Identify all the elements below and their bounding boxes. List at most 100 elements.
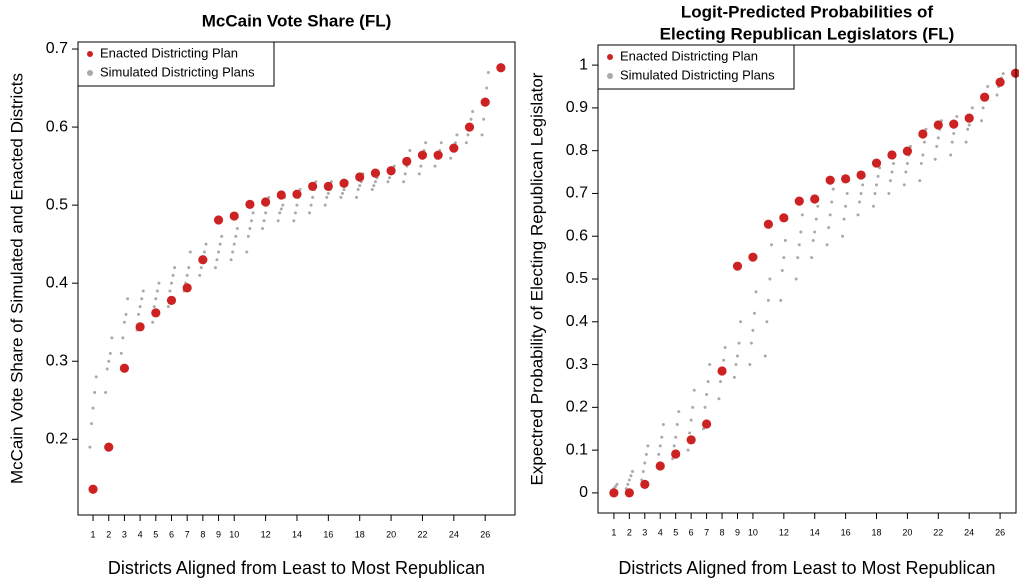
- simulated-point: [842, 217, 846, 221]
- simulated-point: [171, 273, 175, 277]
- enacted-point: [229, 211, 239, 221]
- simulated-point: [981, 106, 985, 110]
- simulated-point: [107, 359, 111, 363]
- simulated-point: [155, 289, 159, 293]
- simulated-point: [644, 452, 648, 456]
- chart-title: Electing Republican Legislators (FL): [660, 24, 955, 43]
- x-tick-label: 5: [153, 529, 158, 539]
- simulated-point: [658, 444, 662, 448]
- simulated-point: [104, 390, 108, 394]
- simulated-point: [935, 144, 939, 148]
- simulated-point: [251, 211, 255, 215]
- x-tick-label: 12: [261, 529, 271, 539]
- simulated-point: [749, 341, 753, 345]
- x-tick-label: 14: [292, 529, 302, 539]
- simulated-point: [453, 141, 457, 145]
- simulated-point: [831, 187, 835, 191]
- simulated-point: [691, 405, 695, 409]
- simulated-point: [875, 183, 879, 187]
- simulated-point: [417, 172, 421, 176]
- simulated-point: [800, 213, 804, 217]
- simulated-point: [888, 179, 892, 183]
- x-tick-label: 12: [779, 527, 789, 537]
- simulated-point: [449, 156, 453, 160]
- simulated-point: [292, 219, 296, 223]
- simulated-point: [356, 188, 360, 192]
- enacted-point: [640, 479, 650, 489]
- simulated-point: [276, 219, 280, 223]
- legend-marker: [607, 54, 613, 60]
- x-tick-label: 18: [355, 529, 365, 539]
- simulated-point: [121, 336, 125, 340]
- y-tick-label: 0.7: [46, 40, 68, 57]
- x-tick-label: 10: [229, 529, 239, 539]
- enacted-point: [135, 322, 145, 332]
- simulated-point: [152, 305, 156, 309]
- simulated-point: [811, 238, 815, 242]
- simulated-point: [858, 200, 862, 204]
- simulated-point: [482, 117, 486, 121]
- simulated-point: [246, 234, 250, 238]
- simulated-point: [229, 258, 233, 262]
- simulated-point: [141, 289, 145, 293]
- x-tick-label: 22: [933, 527, 943, 537]
- simulated-point: [904, 170, 908, 174]
- simulated-point: [765, 320, 769, 324]
- enacted-point: [933, 120, 943, 130]
- simulated-point: [249, 219, 253, 223]
- simulated-point: [813, 230, 817, 234]
- simulated-point: [213, 266, 217, 270]
- enacted-point: [464, 122, 475, 132]
- x-tick-label: 6: [169, 529, 174, 539]
- simulated-point: [323, 203, 327, 207]
- simulated-point: [110, 336, 114, 340]
- x-tick-label: 8: [720, 527, 725, 537]
- simulated-point: [876, 174, 880, 178]
- simulated-point: [373, 180, 377, 184]
- simulated-point: [708, 363, 712, 367]
- simulated-point: [185, 273, 189, 277]
- simulated-point: [980, 119, 984, 123]
- simulated-point: [433, 164, 437, 168]
- simulated-point: [260, 227, 264, 231]
- enacted-point: [323, 181, 333, 191]
- enacted-point: [980, 92, 990, 102]
- simulated-point: [91, 406, 95, 410]
- enacted-point: [104, 442, 114, 452]
- x-tick-label: 3: [122, 529, 127, 539]
- simulated-point: [905, 161, 909, 165]
- simulated-point: [157, 281, 161, 285]
- simulated-point: [892, 161, 896, 165]
- legend-label: Simulated Districting Plans: [620, 67, 775, 82]
- simulated-point: [970, 106, 974, 110]
- simulated-point: [737, 341, 741, 345]
- enacted-point: [671, 449, 681, 459]
- simulated-point: [677, 410, 681, 414]
- simulated-point: [890, 170, 894, 174]
- simulated-point: [688, 431, 692, 435]
- simulated-point: [754, 290, 758, 294]
- simulated-point: [342, 188, 346, 192]
- simulated-point: [613, 484, 617, 488]
- simulated-point: [187, 266, 191, 270]
- y-tick-label: 0.8: [566, 142, 588, 159]
- simulated-point: [278, 211, 282, 215]
- chart-title: McCain Vote Share (FL): [202, 11, 392, 30]
- enacted-point: [449, 143, 459, 153]
- enacted-point: [245, 199, 255, 209]
- enacted-point: [794, 196, 804, 206]
- simulated-point: [751, 328, 755, 332]
- simulated-point: [386, 180, 390, 184]
- y-tick-label: 0.2: [46, 431, 68, 448]
- simulated-point: [844, 204, 848, 208]
- legend-box: [77, 41, 275, 87]
- simulated-point: [717, 397, 721, 401]
- plot-frame: [77, 41, 516, 516]
- enacted-point: [918, 129, 928, 139]
- enacted-point: [902, 146, 913, 156]
- simulated-point: [281, 203, 285, 207]
- simulated-point: [768, 277, 772, 281]
- x-tick-label: 6: [689, 527, 694, 537]
- simulated-point: [827, 226, 831, 230]
